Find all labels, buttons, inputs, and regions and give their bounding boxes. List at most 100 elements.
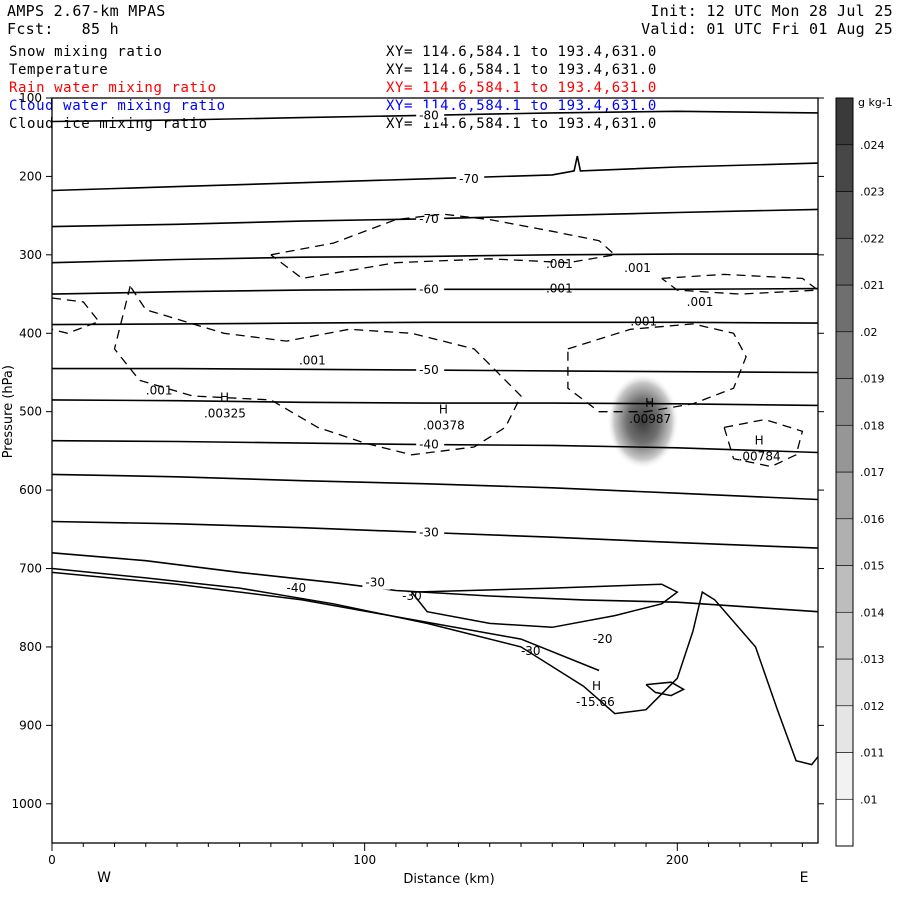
maximum-value-label: .00378 xyxy=(423,418,465,432)
contour-label-bg xyxy=(416,108,445,123)
temperature-contour-label: -50 xyxy=(419,363,439,377)
x-tick-label: 100 xyxy=(353,853,376,867)
cloud-ice-contour xyxy=(723,418,804,468)
temperature-contour-label: -30 xyxy=(365,576,385,590)
colorbar-segment xyxy=(835,471,854,520)
temperature-contour-label: -30 xyxy=(419,525,439,539)
low-level-contour xyxy=(645,681,686,697)
colorbar-segment xyxy=(835,331,854,379)
colorbar-segment xyxy=(835,798,854,847)
contour-label-bg xyxy=(362,575,391,590)
temperature-contour-label: -60 xyxy=(419,282,439,296)
temperature-contour xyxy=(51,321,819,326)
colorbar-tick-label: .014 xyxy=(860,606,885,619)
maximum-marker: H xyxy=(439,402,448,416)
temperature-contour xyxy=(51,473,819,501)
low-level-contour-label: -40 xyxy=(286,581,306,595)
temperature-contour xyxy=(51,253,818,264)
colorbar-tick-label: .013 xyxy=(860,653,885,666)
cloud-ice-contour xyxy=(113,285,522,456)
maximum-value-label: .00987 xyxy=(629,412,671,426)
colorbar-segment xyxy=(835,284,854,333)
colorbar-tick-label: .019 xyxy=(860,373,885,386)
colorbar-tick-label: .021 xyxy=(860,279,885,292)
x-tick-label: 0 xyxy=(48,853,56,867)
colorbar-tick-label: .023 xyxy=(860,186,885,199)
temperature-contour xyxy=(51,552,819,613)
cloud-ice-contour-label: .001 xyxy=(687,295,714,309)
maximum-marker: H xyxy=(220,391,229,405)
y-tick-label: 800 xyxy=(19,640,42,654)
y-tick-label: 900 xyxy=(19,718,42,732)
colorbar-tick-label: .012 xyxy=(860,700,885,713)
low-level-contour-label: -20 xyxy=(593,632,613,646)
colorbar-segment xyxy=(835,518,854,566)
colorbar-frame xyxy=(835,97,854,847)
colorbar-segment xyxy=(835,752,854,800)
colorbar-segment xyxy=(835,191,854,239)
low-level-contour-label: -30 xyxy=(521,644,541,658)
colorbar-segment xyxy=(835,565,854,613)
temperature-contour xyxy=(51,155,819,192)
cloud-ice-contour-label: .001 xyxy=(546,257,573,271)
field-xy-range: XY= 114.6,584.1 to 193.4,631.0 xyxy=(386,44,657,60)
west-label: W xyxy=(97,870,111,886)
colorbar-segment xyxy=(835,658,854,707)
low-level-contour-label: -30 xyxy=(402,589,422,603)
cloud-ice-contour xyxy=(270,213,617,280)
colorbar-tick-label: .018 xyxy=(860,419,885,432)
cloud-ice-contour-label: .001 xyxy=(624,261,651,275)
temperature-contour-label: -80 xyxy=(419,108,439,122)
cloud-ice-contour-label: .001 xyxy=(546,281,573,295)
low-level-contour xyxy=(51,567,819,766)
colorbar-segment xyxy=(835,97,854,146)
colorbar-tick-label: .01 xyxy=(860,793,878,806)
colorbar-tick-label: .022 xyxy=(860,232,885,245)
colorbar-segment xyxy=(835,237,854,286)
field-xy-range: XY= 114.6,584.1 to 193.4,631.0 xyxy=(386,116,657,132)
y-tick-label: 1000 xyxy=(11,797,42,811)
y-tick-label: 600 xyxy=(19,483,42,497)
field-xy-range: XY= 114.6,584.1 to 193.4,631.0 xyxy=(386,62,657,78)
y-tick-label: 700 xyxy=(19,562,42,576)
low-level-contour xyxy=(51,571,600,672)
valid-time: Valid: 01 UTC Fri 01 Aug 25 xyxy=(641,20,893,38)
y-tick-label: 500 xyxy=(19,405,42,419)
temperature-contour xyxy=(51,399,819,407)
colorbar-tick-label: .011 xyxy=(860,747,885,760)
plot-frame xyxy=(51,97,819,844)
colorbar-segment xyxy=(835,144,854,192)
contour-label-bg xyxy=(416,363,445,378)
rain-water-shading xyxy=(606,373,679,470)
init-time: Init: 12 UTC Mon 28 Jul 25 xyxy=(650,2,893,20)
colorbar-segment xyxy=(835,378,854,426)
cloud-ice-contour xyxy=(661,273,820,295)
contour-label-bg xyxy=(416,437,445,452)
maximum-marker: H xyxy=(645,396,654,410)
y-axis-label: Pressure (hPa) xyxy=(1,365,16,458)
colorbar-tick-label: .024 xyxy=(860,139,885,152)
contour-label-bg xyxy=(416,282,445,297)
cloud-ice-contour-label: .001 xyxy=(630,314,657,328)
x-tick-label: 200 xyxy=(666,853,689,867)
colorbar-tick-label: .015 xyxy=(860,560,885,573)
model-title: AMPS 2.67-km MPAS xyxy=(7,2,166,20)
colorbar-unit: g kg-1 xyxy=(858,96,893,109)
field-name: Temperature xyxy=(9,62,109,78)
east-label: E xyxy=(800,870,809,886)
low-level-contour xyxy=(411,583,679,629)
cloud-ice-contour-label: .001 xyxy=(146,383,173,397)
colorbar-tick-label: .017 xyxy=(860,466,885,479)
forecast-hour: Fcst: 85 h xyxy=(7,20,119,38)
maximum-marker: H xyxy=(755,434,764,448)
colorbar-tick-label: .016 xyxy=(860,513,885,526)
colorbar-tick-label: .02 xyxy=(860,326,878,339)
x-axis-label: Distance (km) xyxy=(403,872,494,887)
colorbar-segment xyxy=(835,424,854,473)
field-name: Cloud water mixing ratio xyxy=(9,98,226,114)
maximum-value-label: .00325 xyxy=(204,407,246,421)
cloud-ice-contour xyxy=(567,323,747,413)
y-tick-label: 100 xyxy=(19,91,42,105)
cloud-ice-contour-label: .001 xyxy=(299,354,326,368)
